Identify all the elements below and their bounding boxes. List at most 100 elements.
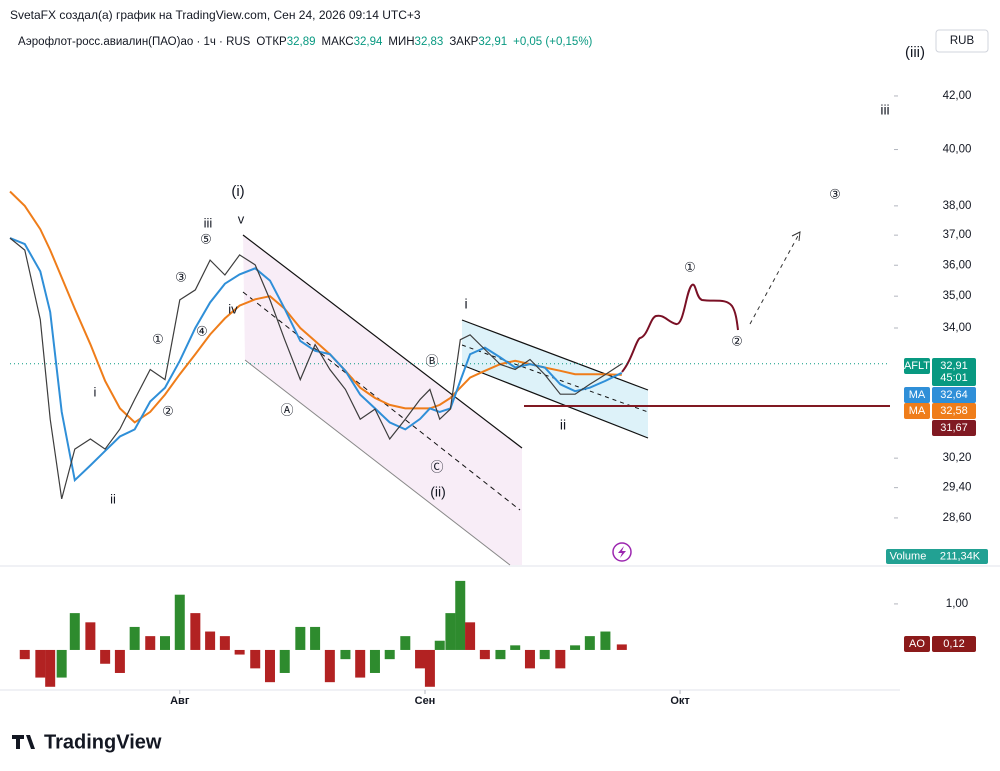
ao-bar bbox=[570, 645, 581, 650]
ao-bar bbox=[205, 631, 216, 650]
y-tick-label: 37,00 bbox=[943, 229, 972, 241]
badge-name: AO bbox=[909, 638, 925, 650]
badge-value-box bbox=[932, 358, 976, 386]
ao-bar bbox=[100, 649, 111, 664]
ao-bar bbox=[160, 636, 171, 650]
events-icon-bolt bbox=[618, 546, 626, 558]
wave-label: Ⓐ bbox=[280, 402, 293, 417]
channel-line bbox=[242, 234, 523, 449]
channel-mid bbox=[242, 291, 521, 511]
wave-label: ⑤ bbox=[200, 231, 212, 246]
channel-line bbox=[461, 364, 649, 439]
ao-bar bbox=[310, 626, 321, 650]
y-tick-label: 28,60 bbox=[943, 512, 972, 524]
wave-label: ② bbox=[162, 403, 174, 418]
wave-label: v bbox=[238, 211, 245, 226]
wave-label: Ⓑ bbox=[425, 353, 438, 368]
wave-label: ② bbox=[731, 333, 743, 348]
ao-bar bbox=[250, 649, 261, 669]
ao-bar bbox=[455, 580, 466, 650]
badge-value: 0,12 bbox=[943, 638, 964, 650]
ao-bar bbox=[45, 649, 56, 687]
ao-bar bbox=[600, 631, 611, 650]
y-tick-label: 34,00 bbox=[943, 322, 972, 334]
y-tick-label: 35,00 bbox=[943, 290, 972, 302]
ao-bar bbox=[85, 622, 96, 650]
ao-bar bbox=[234, 649, 245, 655]
ohlc-value: 32,91 bbox=[478, 36, 507, 48]
wave-label: iv bbox=[228, 301, 238, 316]
ao-bar bbox=[219, 636, 230, 650]
ao-tick-label: 1,00 bbox=[946, 598, 968, 610]
y-tick-label: 38,00 bbox=[943, 200, 972, 212]
plot: 28,60 29,40 30,20 34,00 35,00 36,00 37,00 38,00… bbox=[9, 44, 988, 707]
x-tick-label: Окт bbox=[670, 695, 690, 707]
channel-line bbox=[461, 319, 649, 391]
badge-name-box bbox=[904, 358, 930, 374]
wave-label: i bbox=[94, 384, 97, 399]
ao-bar bbox=[56, 649, 67, 678]
x-tick-label: Авг bbox=[170, 695, 190, 707]
series-line bbox=[9, 237, 623, 483]
ao-bar bbox=[479, 649, 490, 660]
projection bbox=[621, 283, 739, 373]
wave-label: (ii) bbox=[430, 484, 446, 500]
badge-value-box bbox=[932, 636, 976, 652]
y-tick-label: 40,00 bbox=[943, 144, 972, 156]
badge-value: 32,58 bbox=[940, 405, 968, 417]
wave-label: Ⓒ bbox=[430, 459, 443, 474]
badge-name-box bbox=[904, 636, 930, 652]
volume-name: Volume bbox=[890, 550, 927, 562]
ao-bar bbox=[465, 622, 476, 650]
ohlc-name: МАКС bbox=[321, 36, 353, 48]
projection-dashed bbox=[749, 233, 800, 325]
wave-label: ① bbox=[152, 331, 164, 346]
countdown: 45:01 bbox=[940, 372, 968, 384]
ohlc-value: 32,94 bbox=[354, 36, 383, 48]
ao-bar bbox=[400, 636, 411, 650]
ao-bar bbox=[145, 636, 156, 650]
arrow-head bbox=[791, 231, 801, 242]
ao-bar bbox=[524, 649, 535, 669]
badge-name: AFLT bbox=[904, 360, 930, 372]
currency: RUB bbox=[950, 35, 975, 47]
ao-bar bbox=[369, 649, 380, 673]
ao-bar bbox=[445, 613, 456, 650]
ao-bar bbox=[384, 649, 395, 660]
ohlc-value: 32,83 bbox=[415, 36, 444, 48]
y-tick-label: 36,00 bbox=[943, 259, 972, 271]
volume-value: 211,34K bbox=[940, 550, 981, 562]
ao-bar bbox=[510, 645, 521, 650]
ao-bar bbox=[340, 649, 351, 660]
level-badge bbox=[932, 420, 976, 436]
wave-label: ③ bbox=[829, 186, 841, 201]
wave-label: iii bbox=[880, 102, 889, 118]
badge-value-box bbox=[932, 403, 976, 419]
ao-bar bbox=[495, 649, 506, 660]
ao-bar bbox=[555, 649, 566, 669]
ao-bar bbox=[324, 649, 335, 683]
series-line bbox=[9, 190, 622, 424]
wave-label: ① bbox=[684, 259, 696, 274]
channel-line bbox=[244, 359, 511, 566]
ao-bar bbox=[69, 613, 80, 650]
ao-bar bbox=[279, 649, 290, 673]
ohlc-name: ОТКР bbox=[256, 36, 287, 48]
logo-text: TradingView bbox=[44, 731, 162, 753]
badge-value: 32,64 bbox=[940, 389, 968, 401]
currency-box[interactable] bbox=[935, 29, 989, 53]
ao-bar bbox=[129, 626, 140, 650]
wave-label: (i) bbox=[231, 183, 244, 200]
ao-bar bbox=[114, 649, 125, 673]
logo-mark bbox=[12, 735, 35, 749]
ao-bar bbox=[19, 649, 30, 660]
ao-bar bbox=[174, 594, 185, 650]
ohlc-name: МИН bbox=[388, 36, 414, 48]
ao-bar bbox=[616, 644, 627, 650]
wave-label: ③ bbox=[175, 269, 187, 284]
ao-bar bbox=[584, 636, 595, 650]
level-label: 31,67 bbox=[940, 422, 968, 434]
badge-value: 32,91 bbox=[940, 360, 968, 372]
y-tick-label: 29,40 bbox=[943, 482, 972, 494]
